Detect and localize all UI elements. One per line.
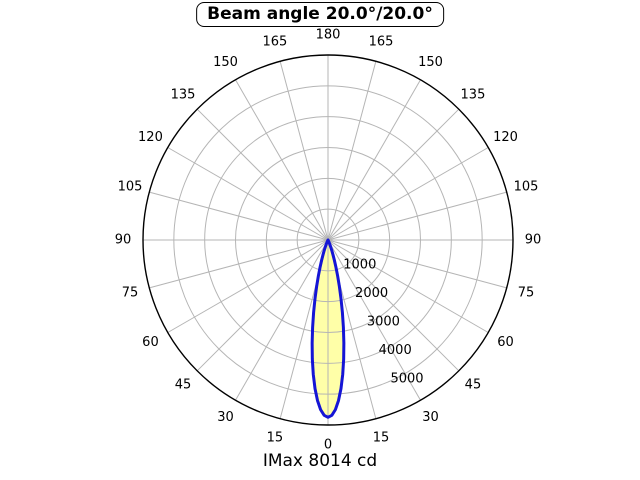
theta-gridline-spoke (279, 61, 329, 241)
theta-tick-label: 45 (175, 377, 192, 392)
theta-tick-label: 60 (497, 335, 514, 350)
theta-tick-label: 150 (213, 55, 238, 70)
theta-tick-label: 15 (373, 431, 390, 446)
theta-gridline-spoke (167, 147, 329, 241)
theta-tick-label: 165 (369, 34, 394, 49)
theta-gridline-spoke (327, 239, 507, 289)
theta-gridline-spoke (149, 191, 329, 241)
theta-tick-label: 120 (138, 130, 163, 145)
theta-tick-label: 90 (525, 233, 542, 248)
theta-gridline-spoke (149, 239, 329, 289)
theta-tick-label: 75 (518, 286, 535, 301)
theta-gridline-spoke (327, 108, 460, 241)
theta-gridline-spoke (327, 239, 421, 401)
theta-gridline-spoke (327, 61, 377, 241)
theta-tick-label: 150 (418, 55, 443, 70)
r-tick-label: 4000 (379, 343, 412, 358)
r-tick-label: 1000 (343, 257, 376, 272)
theta-tick-label: 105 (514, 179, 539, 194)
theta-gridline-spoke (235, 79, 329, 241)
theta-tick-label: 135 (171, 88, 196, 103)
polar-outer-circle (142, 54, 514, 426)
theta-tick-label: 180 (316, 28, 341, 43)
theta-tick-label: 30 (422, 410, 439, 425)
theta-tick-label: 165 (263, 34, 288, 49)
r-tick-label: 5000 (390, 371, 423, 386)
beam-curve (310, 238, 346, 419)
theta-gridline-spoke (327, 191, 507, 241)
theta-tick-label: 120 (493, 130, 518, 145)
theta-tick-label: 45 (465, 377, 482, 392)
theta-gridline-spoke (327, 239, 489, 333)
theta-gridline-spoke (196, 239, 329, 372)
theta-tick-label: 105 (118, 179, 143, 194)
theta-tick-label: 135 (461, 88, 486, 103)
theta-gridline-spoke (327, 239, 460, 372)
theta-gridline-spoke (196, 108, 329, 241)
theta-tick-label: 15 (267, 431, 284, 446)
r-tick-label: 3000 (367, 314, 400, 329)
imax-caption: IMax 8014 cd (262, 451, 378, 471)
theta-gridline-spoke (327, 147, 489, 241)
r-tick-label: 2000 (355, 286, 388, 301)
theta-gridline-spoke (235, 239, 329, 401)
chart-title: Beam angle 20.0°/20.0° (196, 2, 444, 27)
theta-tick-label: 30 (217, 410, 234, 425)
theta-tick-label: 0 (324, 438, 332, 453)
theta-gridline-spoke (167, 239, 329, 333)
theta-tick-label: 60 (142, 335, 159, 350)
theta-gridline-spoke (327, 79, 421, 241)
theta-tick-label: 90 (115, 233, 132, 248)
theta-tick-label: 75 (122, 286, 139, 301)
